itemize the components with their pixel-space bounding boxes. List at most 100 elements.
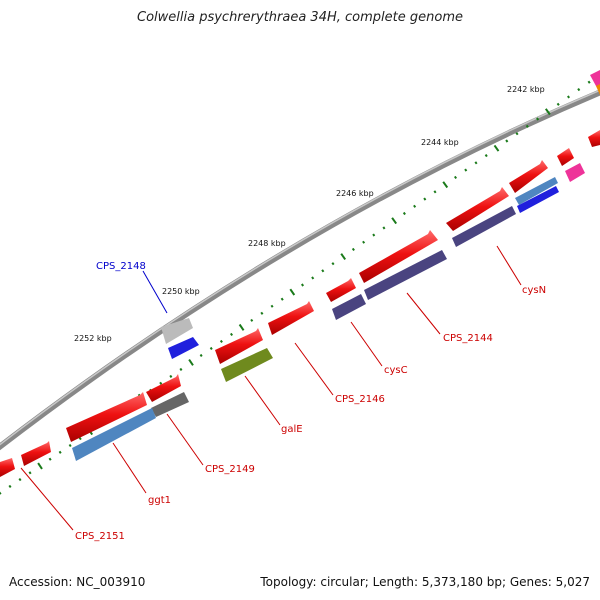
- cds-feature: [215, 328, 263, 364]
- cog-feature: [72, 408, 156, 461]
- cds-feature: [596, 84, 600, 95]
- minor-tick: [68, 443, 72, 448]
- minor-tick: [464, 168, 468, 172]
- minor-tick: [423, 197, 427, 201]
- cds-feature: [588, 130, 600, 147]
- cog-track: [72, 177, 559, 461]
- page-title: Colwellia psychrerythraea 34H, complete …: [137, 10, 463, 25]
- cds-feature: [326, 278, 356, 302]
- minor-tick: [525, 124, 529, 128]
- minor-tick: [587, 80, 591, 84]
- tick-label-2252: 2252 kbp: [74, 334, 112, 343]
- minor-tick: [484, 154, 488, 158]
- major-tick: [238, 323, 245, 331]
- gene-label-ggt1: ggt1: [148, 495, 171, 506]
- gene-label-galE: galE: [281, 424, 303, 435]
- minor-tick: [351, 247, 355, 251]
- gene-label-CPS_2144: CPS_2144: [443, 333, 493, 344]
- major-tick: [544, 108, 551, 116]
- gene-label-CPS_2149: CPS_2149: [205, 464, 255, 475]
- minor-tick: [209, 346, 213, 350]
- gene-label-CPS_2146: CPS_2146: [335, 394, 385, 405]
- leader-CPS_2144: [406, 292, 441, 335]
- cds-feature: [146, 374, 181, 402]
- leader-cysC: [350, 321, 383, 367]
- leader-CPS_2149: [166, 413, 204, 466]
- minor-tick: [321, 269, 325, 273]
- leader-cysN: [496, 245, 522, 286]
- major-tick: [340, 253, 347, 260]
- leader-CPS_2146: [294, 342, 334, 396]
- cog-feature: [151, 392, 189, 417]
- minor-tick: [556, 102, 560, 106]
- cog-feature: [515, 177, 558, 205]
- minor-tick: [169, 374, 173, 378]
- cds-feature: [268, 301, 314, 335]
- cds-feature: [509, 160, 548, 193]
- minor-tick: [311, 276, 315, 280]
- major-tick: [442, 181, 449, 189]
- minor-tick: [280, 297, 284, 301]
- major-tick: [289, 288, 296, 296]
- minor-tick: [453, 175, 458, 179]
- minor-tick: [229, 332, 234, 336]
- minor-tick: [362, 240, 366, 244]
- cog-feature: [168, 337, 199, 359]
- major-tick: [493, 144, 500, 152]
- minor-tick: [179, 367, 183, 371]
- cog-feature: [332, 294, 366, 320]
- cds-feature: [446, 187, 509, 231]
- minor-tick: [413, 204, 417, 208]
- minor-tick: [372, 233, 376, 237]
- gene-label-CPS_2151: CPS_2151: [75, 531, 125, 542]
- cds-feature: [557, 148, 574, 166]
- gene-label-CPS_2148: CPS_2148: [96, 261, 146, 272]
- minor-tick: [78, 437, 82, 441]
- cds-feature: [565, 163, 585, 182]
- genome-summary-text: Topology: circular; Length: 5,373,180 bp…: [260, 575, 590, 589]
- minor-tick: [270, 304, 274, 308]
- cog-feature: [364, 250, 447, 300]
- minor-tick: [219, 339, 223, 343]
- genome-backbone-highlight: [0, 89, 600, 446]
- cds-feature: [21, 441, 51, 466]
- tick-label-2250: 2250 kbp: [162, 287, 200, 296]
- minor-tick: [505, 139, 509, 143]
- genome-backbone: [0, 89, 600, 451]
- minor-tick: [8, 484, 12, 488]
- minor-tick: [382, 226, 386, 230]
- minor-tick: [433, 190, 437, 194]
- minor-tick: [515, 132, 519, 136]
- gene-label-cysC: cysC: [384, 365, 408, 376]
- leader-lines: [20, 245, 522, 531]
- minor-tick: [48, 457, 52, 461]
- minor-tick: [474, 161, 478, 165]
- minor-tick: [260, 311, 264, 315]
- cog-feature: [452, 206, 516, 247]
- tick-label-2242: 2242 kbp: [507, 85, 545, 94]
- cds-feature: [359, 230, 438, 283]
- major-tick: [188, 359, 194, 366]
- minor-tick: [536, 117, 540, 121]
- cds-feature: [66, 392, 147, 442]
- gene-label-cysN: cysN: [522, 285, 546, 296]
- minor-tick: [0, 491, 2, 495]
- leader-galE: [244, 375, 281, 426]
- major-tick: [37, 462, 43, 470]
- minor-tick: [577, 88, 581, 92]
- minor-tick: [250, 318, 254, 322]
- tick-label-2244: 2244 kbp: [421, 138, 459, 147]
- forward-cds-track: [0, 70, 600, 477]
- cog-feature: [161, 318, 193, 344]
- cog-feature: [517, 186, 559, 213]
- minor-tick: [300, 283, 305, 287]
- minor-tick: [331, 262, 335, 266]
- leader-ggt1: [112, 442, 147, 494]
- minor-tick: [28, 471, 32, 475]
- cog-feature: [221, 348, 273, 382]
- accession-text: Accession: NC_003910: [9, 575, 146, 589]
- minor-tick: [159, 381, 163, 385]
- tick-label-2248: 2248 kbp: [248, 239, 286, 248]
- minor-tick: [566, 95, 571, 99]
